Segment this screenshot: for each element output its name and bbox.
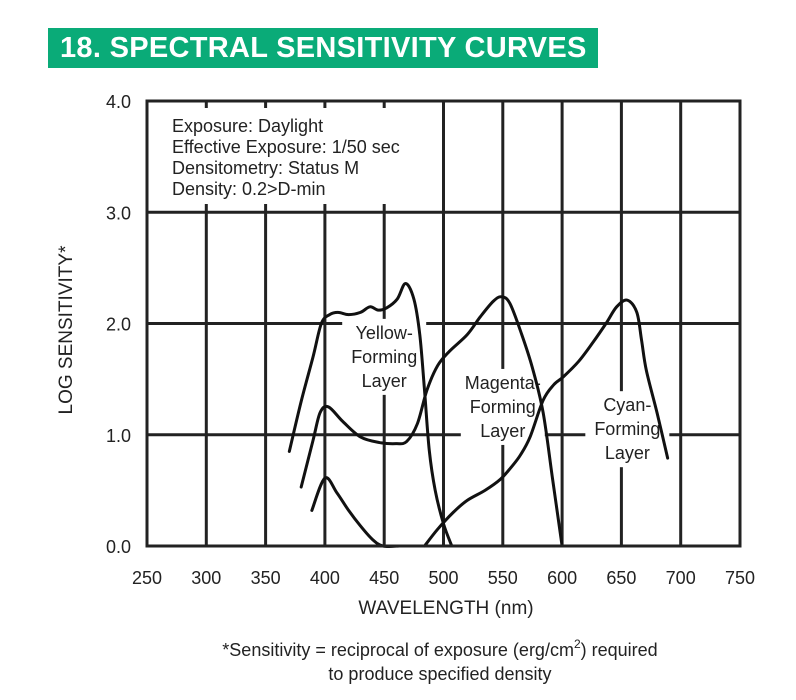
annotation-label: Layer <box>605 443 650 463</box>
x-axis-label: WAVELENGTH (nm) <box>358 598 533 619</box>
info-line: Exposure: Daylight <box>172 116 323 136</box>
x-tick-label: 500 <box>428 568 458 588</box>
sensitivity-curve-1 <box>287 281 454 548</box>
x-tick-label: 750 <box>725 568 755 588</box>
x-tick-label: 350 <box>251 568 281 588</box>
info-line: Density: 0.2>D-min <box>172 179 326 199</box>
y-tick-label: 1.0 <box>106 426 131 446</box>
footnote-line-2: to produce specified density <box>328 664 551 684</box>
info-line: Effective Exposure: 1/50 sec <box>172 137 400 157</box>
y-tick-label: 4.0 <box>106 92 131 112</box>
chart-title: 18. SPECTRAL SENSITIVITY CURVES <box>60 32 587 64</box>
info-box <box>160 108 440 204</box>
x-tick-label: 400 <box>310 568 340 588</box>
annotation-label: Magenta- <box>465 373 541 393</box>
x-tick-label: 600 <box>547 568 577 588</box>
x-tick-label: 450 <box>369 568 399 588</box>
y-tick-label: 3.0 <box>106 203 131 223</box>
title-bar: 18. SPECTRAL SENSITIVITY CURVES <box>48 28 598 68</box>
plot-frame <box>145 99 742 548</box>
info-line: Densitometry: Status M <box>172 158 359 178</box>
y-tick-label: 2.0 <box>106 315 131 335</box>
sensitivity-curve-4 <box>423 298 670 548</box>
annotation-label: Forming <box>470 397 536 417</box>
annotation-label: Cyan- <box>603 395 651 415</box>
x-tick-label: 700 <box>666 568 696 588</box>
x-tick-label: 300 <box>191 568 221 588</box>
annotation-label: Layer <box>362 371 407 391</box>
x-tick-label: 550 <box>488 568 518 588</box>
annotation-label: Layer <box>480 421 525 441</box>
annotation-label: Forming <box>351 347 417 367</box>
annotation-bg <box>342 318 427 395</box>
y-axis-label: LOG SENSITIVITY* <box>56 245 77 415</box>
footnote-line-1: *Sensitivity = reciprocal of exposure (e… <box>222 637 657 660</box>
sensitivity-curve-2 <box>299 295 564 548</box>
y-tick-label: 0.0 <box>106 537 131 557</box>
x-tick-label: 250 <box>132 568 162 588</box>
annotation-label: Yellow- <box>356 323 413 343</box>
x-tick-label: 650 <box>606 568 636 588</box>
annotation-label: Forming <box>594 419 660 439</box>
